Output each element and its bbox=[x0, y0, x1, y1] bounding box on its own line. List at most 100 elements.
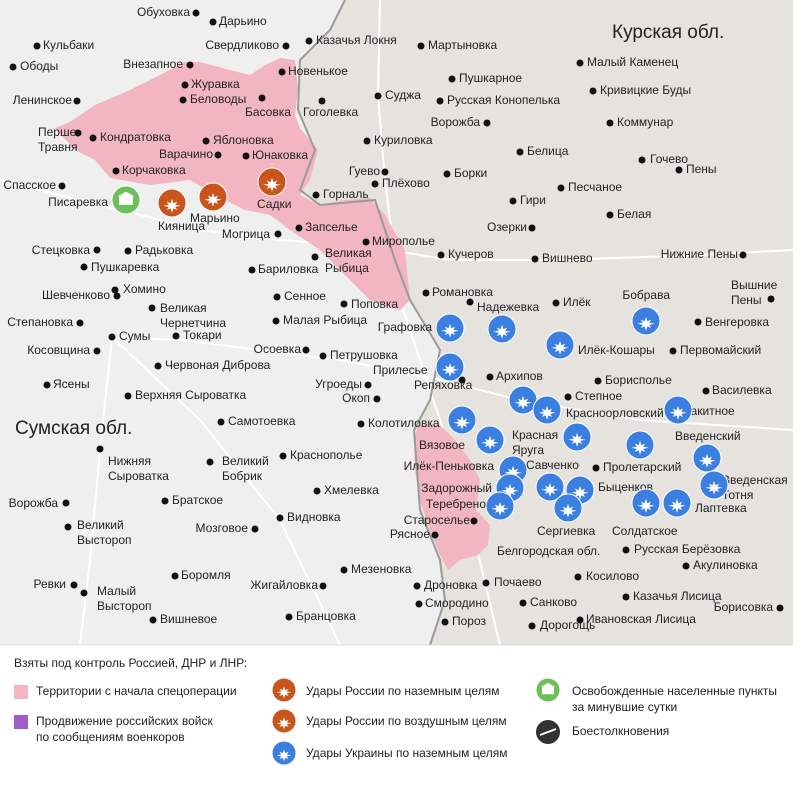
place: Осоевка bbox=[254, 342, 310, 356]
liberated-icon-building bbox=[119, 196, 133, 205]
place-label: Бариловка bbox=[258, 262, 319, 276]
place-dot bbox=[466, 298, 474, 306]
place-dot bbox=[531, 255, 539, 263]
place: Куриловка bbox=[363, 133, 433, 147]
place-dot bbox=[528, 622, 536, 630]
place-label: Казачья Локня bbox=[316, 33, 397, 47]
place-label: Косилово bbox=[586, 569, 639, 583]
place-label: Писаревка bbox=[48, 195, 108, 209]
place: Пороз bbox=[441, 614, 487, 628]
icon-burst bbox=[568, 432, 586, 447]
place-dot bbox=[58, 182, 66, 190]
place: Сумы bbox=[108, 329, 150, 343]
place-label: Токари bbox=[183, 328, 222, 342]
place-label: Пушкарное bbox=[459, 71, 522, 85]
icon-burst bbox=[441, 323, 459, 338]
place: Гуево bbox=[349, 164, 389, 178]
place: Репяховка bbox=[414, 376, 473, 392]
border bbox=[296, 0, 447, 646]
place: Видновка bbox=[276, 510, 341, 524]
place-label: Варачино bbox=[159, 147, 213, 161]
place: Боромля bbox=[171, 568, 231, 582]
legend-swatch bbox=[14, 715, 28, 729]
strike-icon bbox=[485, 491, 515, 521]
place-label: Бранцовка bbox=[296, 609, 356, 623]
place-label: Братское bbox=[172, 493, 223, 507]
legend-title: Взяты под контроль Россией, ДНР и ЛНР: bbox=[14, 656, 247, 670]
place-label: Стецковка bbox=[32, 243, 91, 257]
place-dot bbox=[357, 420, 365, 428]
place-dot bbox=[574, 573, 582, 581]
place: Кучеров bbox=[437, 247, 494, 261]
place-label: Песчаное bbox=[568, 180, 622, 194]
place-label: Вишневое bbox=[160, 612, 218, 626]
place: Обуховка bbox=[137, 5, 200, 19]
place-label: Осоевка bbox=[254, 342, 302, 356]
place: Краснополье bbox=[279, 448, 363, 462]
place-label: Дарьино bbox=[219, 14, 267, 28]
place-dot bbox=[528, 224, 536, 232]
place-dot bbox=[422, 289, 430, 297]
place-label: Ясены bbox=[53, 377, 90, 391]
icon-burst bbox=[163, 198, 181, 213]
legend: Взяты под контроль Россией, ДНР и ЛНР: Т… bbox=[14, 656, 777, 766]
place-label: Степановка bbox=[7, 315, 73, 329]
place-dot bbox=[64, 523, 72, 531]
place-label: Ворожба bbox=[9, 496, 59, 510]
strike-icon bbox=[198, 182, 228, 212]
place-dot bbox=[675, 166, 683, 174]
place-label: Обуховка bbox=[137, 5, 190, 19]
place-label: Дроновка bbox=[424, 578, 478, 592]
place: Сенное bbox=[273, 289, 326, 303]
place: Почаево bbox=[482, 575, 542, 589]
place: Вишневое bbox=[149, 612, 218, 626]
strike-icon bbox=[508, 385, 538, 415]
place: Ясены bbox=[43, 377, 90, 391]
place-dot bbox=[181, 81, 189, 89]
place-dot bbox=[622, 593, 630, 601]
place-dot bbox=[148, 304, 156, 312]
place-label: Великая bbox=[160, 301, 207, 315]
place: Вишнево bbox=[531, 251, 593, 265]
place-dot bbox=[124, 392, 132, 400]
strike-icon bbox=[553, 493, 583, 523]
place-dot bbox=[302, 346, 310, 354]
place: Кульбаки bbox=[33, 38, 94, 52]
place-dot bbox=[669, 347, 677, 355]
place-label: Пролетарский bbox=[603, 460, 681, 474]
place-label: Пены bbox=[731, 293, 762, 307]
controlled-territory bbox=[55, 58, 410, 310]
place-label: Ревки bbox=[34, 577, 66, 591]
place-dot bbox=[9, 63, 17, 71]
icon-burst bbox=[698, 453, 716, 468]
place-label: Высторoп bbox=[77, 533, 132, 547]
place-label: Малая Рыбица bbox=[283, 313, 367, 327]
place-label: Могрица bbox=[222, 227, 270, 241]
place: Василевка bbox=[702, 383, 772, 397]
place-dot bbox=[93, 347, 101, 355]
place-label: Бобрава bbox=[622, 288, 670, 302]
place: Угроеды bbox=[315, 377, 372, 391]
place-label: Введенский bbox=[675, 429, 741, 443]
place-label: Пороз bbox=[452, 614, 487, 628]
place: Хмелевка bbox=[313, 483, 379, 497]
region-label: Сумская обл. bbox=[15, 418, 132, 439]
place-label: Романовка bbox=[432, 285, 493, 299]
place: Борисполье bbox=[594, 373, 672, 387]
place-label: Садки bbox=[257, 197, 291, 211]
place-label: Яруга bbox=[512, 443, 544, 457]
place-label: Спасское bbox=[3, 178, 56, 192]
place-label: Илёк-Кошары bbox=[578, 343, 655, 357]
place: Ворожба bbox=[431, 115, 491, 129]
place-dot bbox=[431, 531, 439, 539]
place: Червоная Диброва bbox=[154, 358, 271, 372]
place-label: Красная bbox=[512, 428, 558, 442]
place-dot bbox=[576, 616, 584, 624]
place: Илёк bbox=[552, 295, 591, 309]
place-label: Прилесье bbox=[373, 363, 428, 377]
place-dot bbox=[282, 42, 290, 50]
icon-burst bbox=[514, 395, 532, 410]
place-label: Белая bbox=[617, 207, 651, 221]
